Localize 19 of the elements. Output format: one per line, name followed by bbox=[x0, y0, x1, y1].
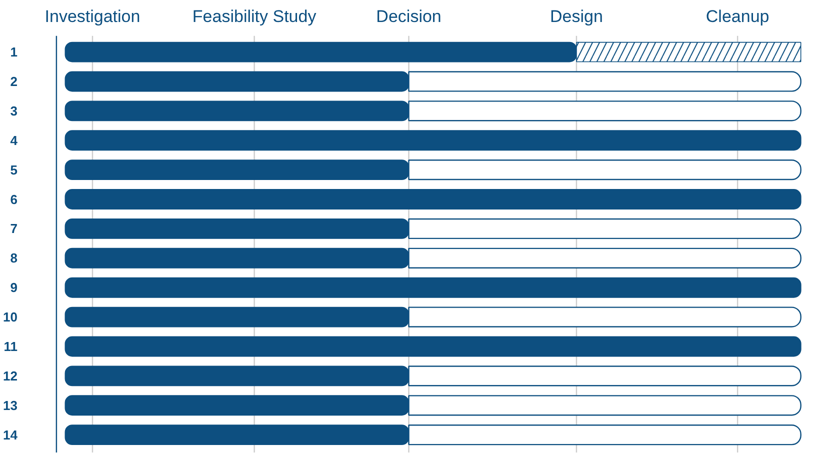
ref-line-label: Cleanup bbox=[706, 7, 770, 26]
y-tick-label: 2 bbox=[10, 74, 18, 89]
y-tick-label: 11 bbox=[4, 338, 18, 354]
y-tick-label: 6 bbox=[10, 192, 18, 207]
y-tick-label: 4 bbox=[10, 132, 18, 148]
y-tick-label: 10 bbox=[3, 310, 18, 325]
y-tick-label: 5 bbox=[10, 162, 18, 178]
y-tick-label: 9 bbox=[10, 280, 18, 296]
ref-line-label: Investigation bbox=[44, 7, 140, 26]
ref-line-label: Design bbox=[550, 7, 603, 26]
y-tick-label: 12 bbox=[3, 368, 18, 384]
y-tick-label: 3 bbox=[10, 103, 18, 118]
y-tick-label: 13 bbox=[3, 398, 18, 413]
y-tick-label: 1 bbox=[10, 44, 18, 60]
y-tick-label: 14 bbox=[3, 427, 18, 442]
ref-line-label: Feasibility Study bbox=[192, 7, 317, 26]
ref-line-label: Decision bbox=[376, 7, 442, 26]
y-tick-label: 7 bbox=[10, 221, 18, 236]
y-tick-label: 8 bbox=[10, 250, 18, 266]
